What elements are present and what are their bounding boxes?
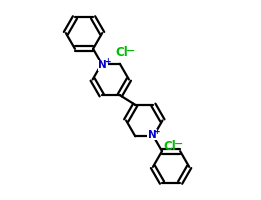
Text: Cl: Cl — [115, 46, 128, 59]
Text: N: N — [148, 130, 157, 140]
Text: +: + — [104, 57, 110, 66]
Text: N: N — [98, 60, 107, 70]
Text: +: + — [153, 127, 160, 136]
Text: −: − — [174, 139, 184, 149]
Text: Cl: Cl — [164, 140, 176, 153]
Text: −: − — [126, 46, 135, 56]
